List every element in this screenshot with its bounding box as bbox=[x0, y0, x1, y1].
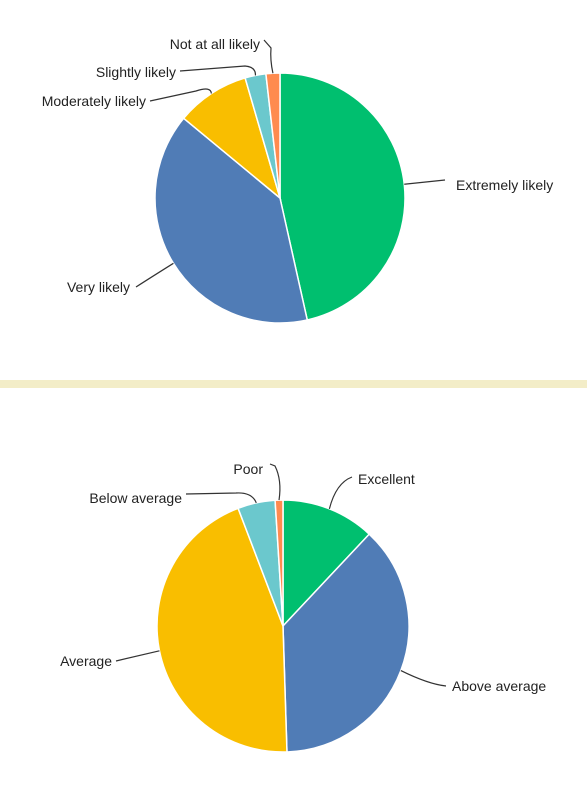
pie-slice-average bbox=[156, 507, 288, 753]
slice-label-very-likely: Very likely bbox=[67, 279, 130, 295]
slice-label-excellent: Excellent bbox=[358, 471, 415, 487]
slice-label-extremely-likely: Extremely likely bbox=[456, 177, 553, 193]
slice-label-average: Average bbox=[60, 653, 112, 669]
leader-line-slightly-likely bbox=[179, 65, 257, 76]
pie-slice-excellent bbox=[282, 499, 371, 628]
slice-label-slightly-likely: Slightly likely bbox=[96, 64, 176, 80]
pie-chart-likelihood-svg: Extremely likely Very likely Moderately li… bbox=[42, 36, 553, 324]
leader-line-very-likely bbox=[135, 262, 174, 288]
section-divider bbox=[0, 380, 587, 388]
leader-line-average bbox=[115, 650, 160, 662]
pie-slice-not-at-all-likely bbox=[265, 72, 281, 199]
leader-line-below-average bbox=[185, 492, 257, 504]
slice-label-below-average: Below average bbox=[89, 490, 182, 506]
leader-line-poor bbox=[269, 463, 281, 501]
pie-chart-rating: Excellent Above average Average Below avera… bbox=[0, 388, 587, 796]
leader-line-moderately-likely bbox=[149, 88, 212, 102]
slice-label-poor: Poor bbox=[233, 461, 263, 477]
leader-line-not-at-all-likely bbox=[263, 39, 274, 74]
pie-chart-rating-svg: Excellent Above average Average Below avera… bbox=[60, 461, 546, 753]
slice-label-not-at-all-likely: Not at all likely bbox=[170, 36, 260, 52]
slice-label-above-average: Above average bbox=[452, 678, 546, 694]
slice-label-moderately-likely: Moderately likely bbox=[42, 93, 146, 109]
leader-line-extremely-likely bbox=[404, 179, 446, 185]
pie-slice-moderately-likely bbox=[182, 77, 282, 201]
leader-line-excellent bbox=[328, 476, 353, 509]
leader-line-above-average bbox=[400, 670, 447, 687]
pie-slice-poor bbox=[274, 499, 284, 627]
pie-chart-likelihood: Extremely likely Very likely Moderately li… bbox=[0, 0, 587, 380]
